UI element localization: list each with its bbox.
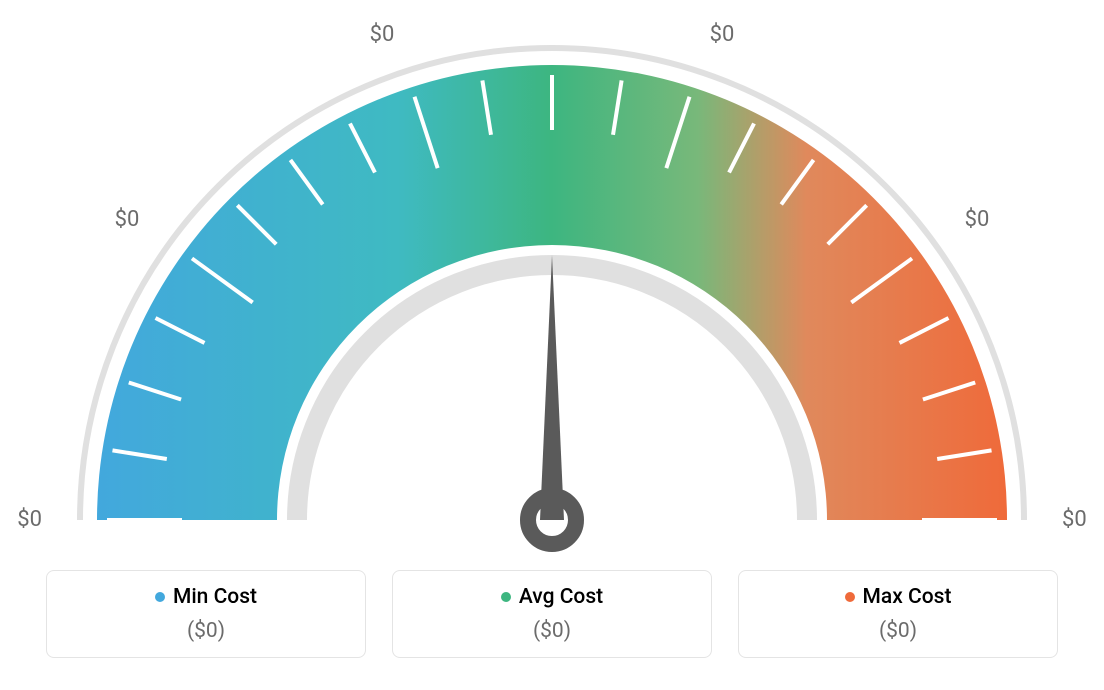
legend-card-max: Max Cost ($0) [738,570,1058,658]
legend-value-max: ($0) [739,619,1057,643]
cost-gauge-container: $0 $0 $0 $0 $0 $0 Min Cost ($0) Avg Cost ($0)… [0,0,1104,690]
gauge-chart: $0 $0 $0 $0 $0 $0 [0,0,1104,560]
legend-title-avg: Avg Cost [501,585,603,609]
svg-text:$0: $0 [1062,507,1087,532]
gauge-svg: $0 $0 $0 $0 $0 $0 [0,0,1104,560]
legend-title-min: Min Cost [155,585,257,609]
legend-card-min: Min Cost ($0) [46,570,366,658]
legend-title-max: Max Cost [845,585,952,609]
legend-card-avg: Avg Cost ($0) [392,570,712,658]
dot-icon [155,592,165,602]
legend-label-avg: Avg Cost [519,585,603,609]
legend-label-min: Min Cost [173,585,257,609]
legend-value-avg: ($0) [393,619,711,643]
dot-icon [845,592,855,602]
svg-text:$0: $0 [115,207,140,232]
svg-text:$0: $0 [17,507,42,532]
svg-text:$0: $0 [965,207,990,232]
legend-row: Min Cost ($0) Avg Cost ($0) Max Cost ($0… [0,570,1104,658]
legend-label-max: Max Cost [863,585,952,609]
dot-icon [501,592,511,602]
svg-text:$0: $0 [370,22,395,47]
legend-value-min: ($0) [47,619,365,643]
svg-text:$0: $0 [710,22,735,47]
